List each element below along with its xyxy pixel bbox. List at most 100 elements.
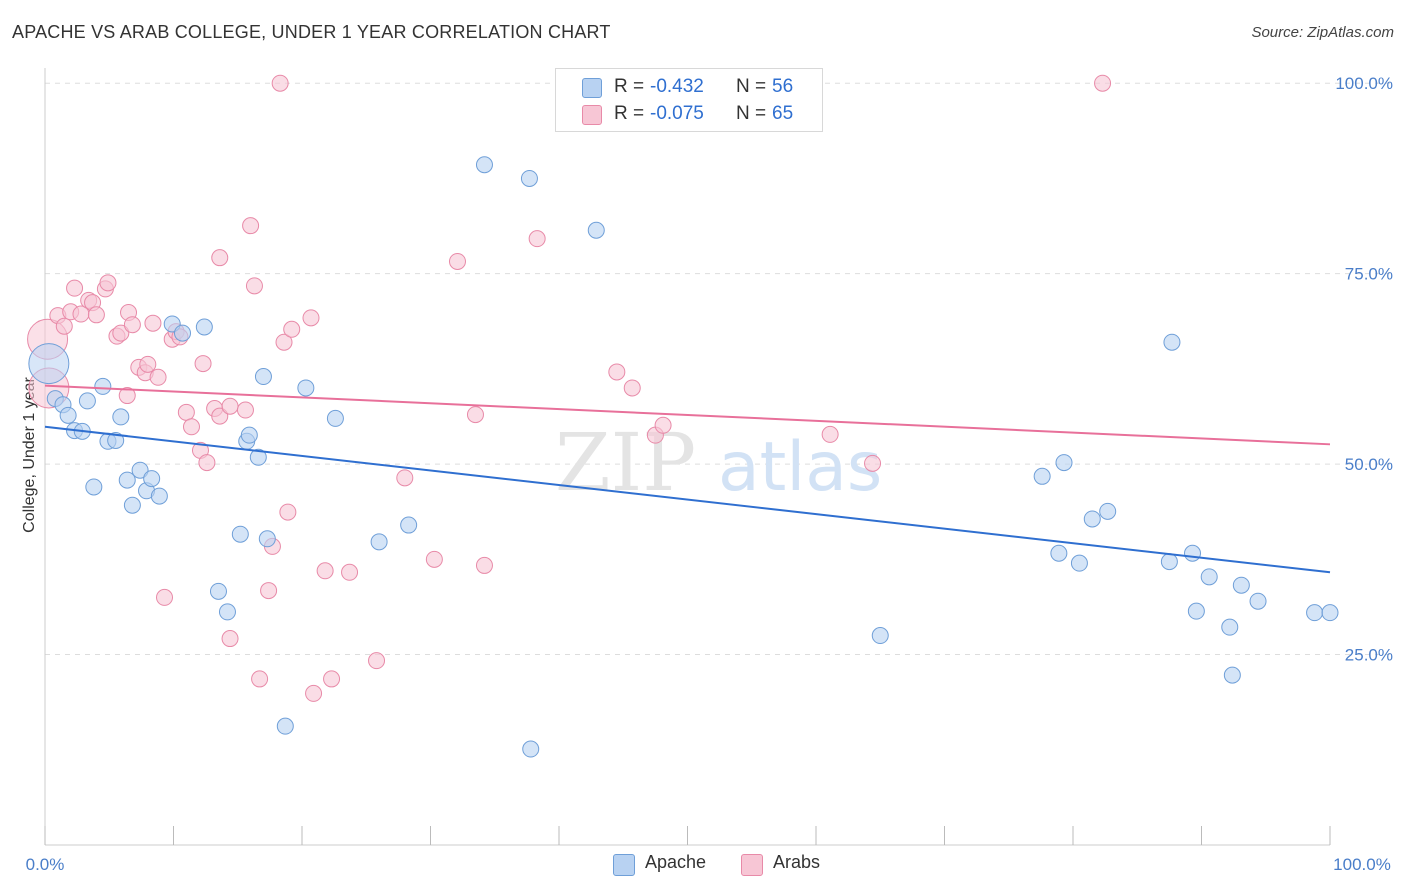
arabs-point-51 bbox=[368, 652, 386, 670]
apache-point-43 bbox=[1083, 510, 1101, 528]
y-tick-label-100: 100.0% bbox=[1335, 74, 1393, 93]
apache-point-54 bbox=[1306, 604, 1324, 622]
apache-point-27 bbox=[254, 368, 272, 386]
apache-points bbox=[28, 156, 1339, 758]
arabs-point-58 bbox=[608, 363, 626, 381]
arabs-point-46 bbox=[302, 309, 320, 327]
apache-point-28 bbox=[258, 530, 276, 548]
apache-point-12 bbox=[118, 471, 136, 489]
y-axis-label: College, Under 1 year bbox=[21, 377, 38, 533]
arabs-swatch bbox=[582, 105, 602, 125]
apache-point-16 bbox=[143, 470, 161, 488]
arabs-point-49 bbox=[323, 670, 341, 688]
apache-point-7 bbox=[85, 478, 103, 496]
arabs-point-53 bbox=[425, 550, 443, 568]
apache-point-13 bbox=[123, 496, 141, 514]
arabs-point-38 bbox=[245, 277, 263, 295]
arabs-point-56 bbox=[475, 556, 493, 574]
arabs-point-13 bbox=[112, 324, 130, 342]
arabs-point-34 bbox=[221, 630, 239, 648]
apache-point-42 bbox=[1070, 554, 1088, 572]
arabs-point-33 bbox=[211, 249, 229, 267]
apache-point-38 bbox=[871, 627, 889, 645]
bottom-apache-swatch bbox=[613, 854, 635, 876]
arabs-point-3 bbox=[55, 317, 73, 335]
apache-point-34 bbox=[475, 156, 493, 174]
apache-point-21 bbox=[209, 582, 227, 600]
y-tick-label-50: 50.0% bbox=[1345, 455, 1393, 474]
apache-point-40 bbox=[1050, 544, 1068, 562]
apache-point-41 bbox=[1055, 454, 1073, 472]
bottom-arabs-swatch bbox=[741, 854, 763, 876]
arabs-n-value: 65 bbox=[772, 103, 794, 124]
apache-point-0 bbox=[28, 343, 70, 385]
arabs-point-20 bbox=[144, 314, 162, 332]
arabs-point-50 bbox=[341, 563, 359, 581]
arabs-point-11 bbox=[99, 274, 117, 292]
apache-point-48 bbox=[1187, 602, 1205, 620]
apache-point-44 bbox=[1099, 502, 1117, 520]
apache-point-11 bbox=[112, 408, 130, 426]
correlation-legend: R = -0.432 N = 56 R = -0.075 N = 65 bbox=[555, 68, 823, 132]
apache-point-46 bbox=[1163, 333, 1181, 351]
apache-point-25 bbox=[240, 426, 258, 444]
apache-point-3 bbox=[59, 406, 77, 424]
arabs-point-29 bbox=[194, 355, 212, 373]
arabs-point-42 bbox=[271, 74, 289, 92]
legend-row-apache: R = -0.432 N = 56 bbox=[556, 74, 822, 100]
apache-point-50 bbox=[1221, 618, 1239, 636]
arabs-point-32 bbox=[211, 407, 229, 425]
apache-point-55 bbox=[1321, 604, 1339, 622]
apache-point-49 bbox=[1200, 568, 1218, 586]
apache-point-47 bbox=[1184, 544, 1202, 562]
apache-point-14 bbox=[131, 461, 149, 479]
arabs-point-26 bbox=[177, 403, 195, 421]
arabs-trend-line bbox=[44, 384, 1331, 446]
legend-row-arabs: R = -0.075 N = 65 bbox=[556, 101, 822, 127]
apache-point-52 bbox=[1232, 576, 1250, 594]
chart-title: APACHE VS ARAB COLLEGE, UNDER 1 YEAR COR… bbox=[12, 22, 611, 42]
arabs-n-label: N = bbox=[736, 103, 767, 124]
apache-point-51 bbox=[1223, 666, 1241, 684]
arabs-point-63 bbox=[864, 454, 882, 472]
arabs-point-40 bbox=[260, 582, 278, 600]
watermark-zip: ZIP bbox=[555, 416, 696, 509]
arabs-point-57 bbox=[528, 230, 546, 248]
arabs-point-52 bbox=[396, 469, 414, 487]
apache-point-6 bbox=[78, 392, 96, 410]
apache-point-30 bbox=[297, 379, 315, 397]
apache-point-33 bbox=[400, 516, 418, 534]
arabs-point-37 bbox=[242, 217, 260, 235]
y-tick-label-75: 75.0% bbox=[1345, 265, 1393, 284]
arabs-point-5 bbox=[66, 279, 84, 297]
arabs-point-54 bbox=[448, 252, 466, 270]
apache-point-26 bbox=[249, 448, 267, 466]
apache-point-32 bbox=[370, 533, 388, 551]
arabs-point-30 bbox=[198, 454, 216, 472]
apache-point-23 bbox=[231, 525, 249, 543]
arabs-point-59 bbox=[623, 379, 641, 397]
arabs-point-36 bbox=[236, 401, 254, 419]
apache-point-29 bbox=[276, 717, 294, 735]
arabs-point-44 bbox=[279, 503, 297, 521]
source-credit: Source: ZipAtlas.com bbox=[1251, 24, 1394, 41]
gridlines bbox=[45, 82, 1395, 656]
arabs-point-64 bbox=[1094, 74, 1112, 92]
watermark: ZIP atlas bbox=[555, 416, 882, 509]
apache-point-19 bbox=[173, 324, 191, 342]
arabs-point-55 bbox=[466, 406, 484, 424]
arabs-point-21 bbox=[149, 368, 167, 386]
trend-lines bbox=[44, 384, 1331, 574]
arabs-r-value: -0.075 bbox=[650, 103, 704, 124]
arabs-point-61 bbox=[654, 416, 672, 434]
apache-r-label: R = bbox=[614, 76, 645, 97]
apache-point-36 bbox=[522, 740, 540, 758]
apache-point-39 bbox=[1033, 467, 1051, 485]
apache-point-22 bbox=[218, 603, 236, 621]
arabs-point-14 bbox=[118, 387, 136, 405]
bottom-arabs-label: Arabs bbox=[773, 852, 821, 872]
apache-point-10 bbox=[107, 432, 125, 450]
x-tick-label-max: 100.0% bbox=[1333, 855, 1391, 874]
apache-point-45 bbox=[1160, 553, 1178, 571]
apache-trend-line bbox=[44, 425, 1331, 574]
